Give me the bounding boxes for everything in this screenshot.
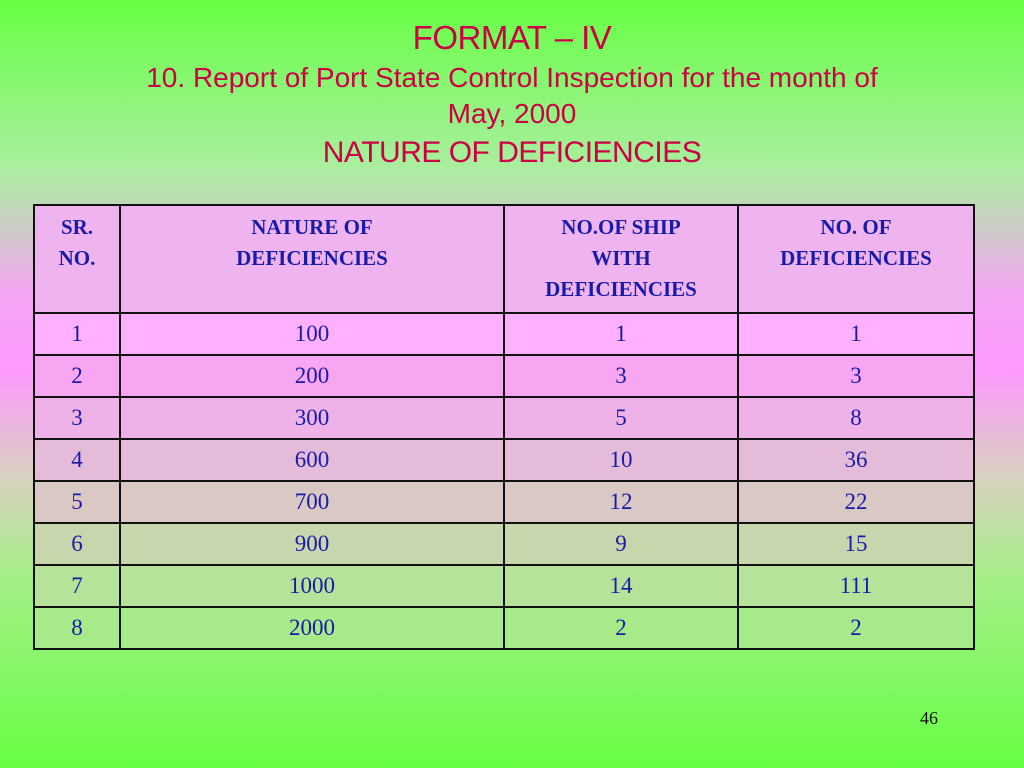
- header-sr-line1: SR.: [60, 215, 94, 239]
- cell-deficiencies: 2: [737, 606, 975, 650]
- cell-sr-no: 8: [33, 606, 121, 650]
- page-number: 46: [920, 708, 938, 728]
- header-nature-line2: DEFICIENCIES: [236, 246, 388, 270]
- cell-sr-no: 7: [33, 564, 121, 608]
- table-row: 7 1000 14 111: [33, 564, 975, 608]
- format-title: FORMAT – IV: [412, 19, 612, 56]
- cell-nature: 300: [119, 396, 505, 440]
- cell-nature: 100: [119, 312, 505, 356]
- cell-deficiencies: 36: [737, 438, 975, 482]
- cell-sr-no: 2: [33, 354, 121, 398]
- nature-of-deficiencies-title: NATURE OF DEFICIENCIES: [322, 136, 702, 169]
- header-no-of-deficiencies: NO. OF DEFICIENCIES: [737, 204, 975, 314]
- cell-deficiencies: 8: [737, 396, 975, 440]
- table-row: 4 600 10 36: [33, 438, 975, 482]
- cell-nature: 600: [119, 438, 505, 482]
- table-row: 5 700 12 22: [33, 480, 975, 524]
- header-defs-line1: NO. OF: [820, 215, 892, 239]
- header-nature-line1: NATURE OF: [251, 215, 373, 239]
- header-nature-of-deficiencies: NATURE OF DEFICIENCIES: [119, 204, 505, 314]
- report-title-line-1: 10. Report of Port State Control Inspect…: [146, 62, 878, 93]
- cell-ships: 14: [503, 564, 739, 608]
- cell-nature: 2000: [119, 606, 505, 650]
- cell-ships: 1: [503, 312, 739, 356]
- cell-nature: 1000: [119, 564, 505, 608]
- cell-nature: 900: [119, 522, 505, 566]
- cell-sr-no: 4: [33, 438, 121, 482]
- table-row: 8 2000 2 2: [33, 606, 975, 650]
- header-no-of-ship-with-deficiencies: NO.OF SHIP WITH DEFICIENCIES: [503, 204, 739, 314]
- header-defs-line2: DEFICIENCIES: [780, 246, 932, 270]
- cell-deficiencies: 3: [737, 354, 975, 398]
- cell-deficiencies: 15: [737, 522, 975, 566]
- header-ships-line3: DEFICIENCIES: [545, 277, 697, 301]
- deficiencies-table: SR. NO. NATURE OF DEFICIENCIES NO.OF SHI…: [33, 204, 975, 650]
- cell-ships: 12: [503, 480, 739, 524]
- table-row: 3 300 5 8: [33, 396, 975, 440]
- table-row: 2 200 3 3: [33, 354, 975, 398]
- cell-ships: 5: [503, 396, 739, 440]
- cell-ships: 2: [503, 606, 739, 650]
- slide-title-block: FORMAT – IV 10. Report of Port State Con…: [0, 16, 1024, 174]
- cell-sr-no: 3: [33, 396, 121, 440]
- cell-ships: 3: [503, 354, 739, 398]
- table-row: 6 900 9 15: [33, 522, 975, 566]
- header-sr-line2: NO.: [58, 246, 96, 270]
- table-header-row: SR. NO. NATURE OF DEFICIENCIES NO.OF SHI…: [33, 204, 975, 314]
- cell-deficiencies: 22: [737, 480, 975, 524]
- cell-deficiencies: 111: [737, 564, 975, 608]
- report-title-line-2: May, 2000: [447, 98, 577, 129]
- cell-ships: 10: [503, 438, 739, 482]
- cell-deficiencies: 1: [737, 312, 975, 356]
- cell-ships: 9: [503, 522, 739, 566]
- table-row: 1 100 1 1: [33, 312, 975, 356]
- header-ships-line2: WITH: [591, 246, 651, 270]
- header-sr-no: SR. NO.: [33, 204, 121, 314]
- cell-nature: 700: [119, 480, 505, 524]
- cell-sr-no: 6: [33, 522, 121, 566]
- cell-nature: 200: [119, 354, 505, 398]
- cell-sr-no: 5: [33, 480, 121, 524]
- cell-sr-no: 1: [33, 312, 121, 356]
- header-ships-line1: NO.OF SHIP: [561, 215, 681, 239]
